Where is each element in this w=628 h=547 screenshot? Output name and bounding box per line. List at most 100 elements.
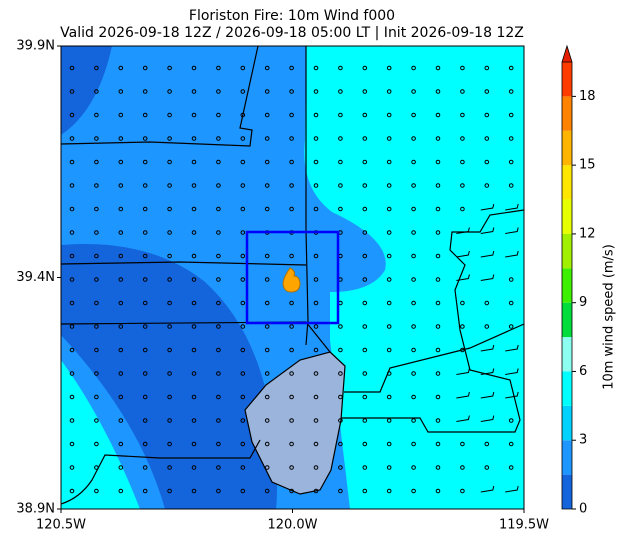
lake [244,351,346,495]
wind-barb [362,136,368,141]
wind-barb [460,324,465,329]
wind-barb [411,89,416,94]
wind-barb [142,324,148,329]
wind-barb [118,65,124,71]
wind-barb [338,441,343,447]
colorbar-extend [561,44,573,63]
wind-barb [240,441,246,447]
wind-barb [505,250,519,258]
wind-barb [240,183,246,188]
wind-barb [386,394,392,400]
wind-barb [216,324,221,329]
wind-barb [264,112,270,118]
wind-barb [362,159,368,165]
y-tick-label: 38.9N [16,502,55,517]
wind-barb [118,371,124,376]
wind-barb [435,112,441,118]
wind-barb [313,112,319,118]
wind-barb [484,465,490,470]
wind-barb [167,394,172,400]
wind-barb [411,300,416,306]
wind-barb [411,277,416,282]
wind-barb [435,65,441,71]
wind-barb [435,89,441,94]
wind-barb [289,324,294,329]
wind-barb [480,391,495,399]
wind-barb [118,394,124,400]
wind-barb [505,485,519,493]
wind-barb [216,347,221,353]
wind-barb [69,488,75,494]
wind-barb [142,65,148,71]
wind-barb [362,488,368,494]
wind-barb [484,441,490,447]
wind-barb [240,230,246,235]
wind-barb [456,415,470,422]
wind-barb [386,136,392,141]
wind-barb [505,344,519,352]
wind-barb [411,65,416,71]
wind-barb [313,159,319,165]
wind-barb [411,136,416,141]
wind-barb [94,418,99,423]
wind-barb [435,253,441,259]
colorbar-tick-label: 12 [579,226,596,241]
wind-barb [313,300,319,306]
wind-barb [508,277,514,282]
wind-barb [435,394,441,400]
wind-barb [216,65,221,71]
colorbar-band [562,62,572,97]
wind-barb [362,183,368,188]
wind-barb [216,441,221,447]
colorbar-band [562,268,572,303]
colorbar-band [562,130,572,166]
wind-barb [69,112,75,118]
x-tick-label: 120.0W [267,518,317,533]
wind-barb [142,418,148,423]
colorbar-tick-label: 15 [579,158,596,173]
wind-barb [69,89,75,94]
wind-barb [216,230,221,235]
wind-barb [264,159,270,165]
wind-barb [338,89,343,94]
wind-barb [435,347,441,353]
colorbar-tick-label: 18 [579,89,596,104]
wind-barb [142,136,148,141]
chart-title: Floriston Fire: 10m Wind f000 [189,8,395,24]
wind-barb [118,418,124,423]
wind-barb [338,159,343,165]
wind-barb [118,277,124,282]
wind-barb [362,394,368,400]
fire-box [245,230,340,325]
wind-barb [216,89,221,94]
wind-barb [411,206,416,212]
wind-barb [191,277,197,282]
wind-barb [362,112,368,118]
wind-barb [338,371,343,376]
wind-barb [94,253,99,259]
wind-barb [435,418,441,423]
wind-barb [69,347,75,353]
wind-barb [167,277,172,282]
wind-barb [484,324,490,329]
colorbar-band [562,302,572,338]
wind-barb [240,253,246,259]
wind-barb [362,418,368,423]
wind-barb [142,488,148,494]
wind-barb [338,394,343,400]
wind-barb [460,136,465,141]
wind-barb [338,65,343,71]
wind-barb [411,418,416,423]
wind-barb [480,274,495,281]
wind-barb [167,418,172,423]
wind-barb [508,65,514,71]
wind-barb [460,300,465,306]
wind-barb [313,394,319,400]
wind-barb [191,324,197,329]
wind-barb [94,441,99,447]
wind-barb [435,159,441,165]
wind-barb [386,89,392,94]
wind-barb [167,89,172,94]
wind-barb [264,347,270,353]
